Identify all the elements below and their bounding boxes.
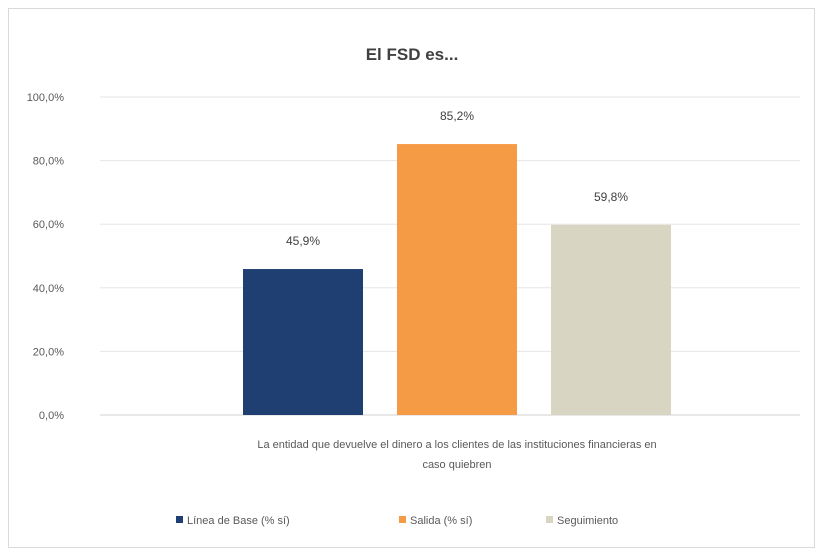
bar-3 xyxy=(551,224,671,415)
data-label: 45,9% xyxy=(286,234,320,248)
x-axis-category-label: La entidad que devuelve el dinero a los … xyxy=(257,439,656,471)
y-tick-label: 80,0% xyxy=(33,156,64,168)
data-label: 59,8% xyxy=(594,190,628,204)
y-tick-label: 0,0% xyxy=(39,410,64,422)
y-tick-label: 60,0% xyxy=(33,219,64,231)
y-axis-tick-labels: 0,0% 20,0% 40,0% 60,0% 80,0% 100,0% xyxy=(27,92,65,422)
legend-swatch xyxy=(399,516,406,523)
y-tick-label: 100,0% xyxy=(27,92,65,104)
bar-2 xyxy=(397,144,517,415)
bar-1 xyxy=(243,269,363,415)
legend-swatch xyxy=(546,516,553,523)
legend-swatch xyxy=(176,516,183,523)
legend: Línea de Base (% sí) Salida (% sí) Seguimi… xyxy=(176,515,618,527)
bars xyxy=(243,144,671,415)
legend-label: Seguimiento xyxy=(557,515,618,527)
y-tick-label: 20,0% xyxy=(33,346,64,358)
data-label: 85,2% xyxy=(440,109,474,123)
data-labels: 45,9% 85,2% 59,8% xyxy=(286,109,628,248)
chart-title: El FSD es... xyxy=(366,45,459,64)
category-label-line: caso quiebren xyxy=(422,459,491,471)
legend-label: Salida (% sí) xyxy=(410,515,472,527)
y-tick-label: 40,0% xyxy=(33,283,64,295)
legend-label: Línea de Base (% sí) xyxy=(187,515,290,527)
category-label-line: La entidad que devuelve el dinero a los … xyxy=(257,439,656,451)
